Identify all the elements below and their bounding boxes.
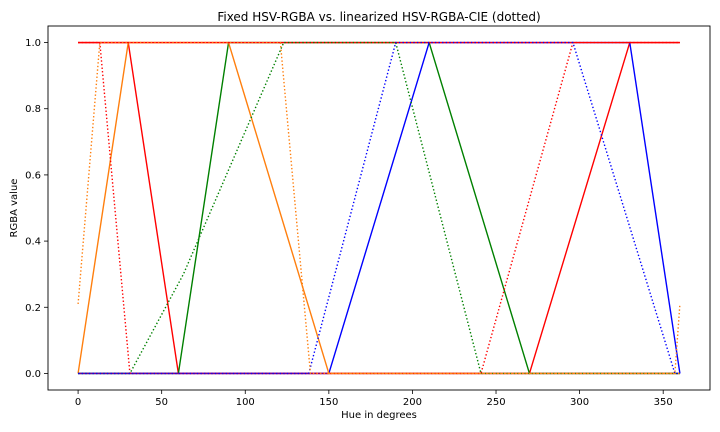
chart-title: Fixed HSV-RGBA vs. linearized HSV-RGBA-C… — [217, 10, 540, 24]
x-tick-label: 350 — [654, 397, 673, 408]
y-tick-label: 0.8 — [25, 104, 41, 115]
series-layer — [77, 41, 681, 375]
y-tick-label: 0.2 — [25, 303, 41, 314]
y-axis-ticks: 0.0 0.2 0.4 0.6 0.8 1.0 — [25, 38, 48, 380]
x-tick-label: 0 — [75, 397, 81, 408]
series-line-2-solid — [78, 41, 681, 375]
y-tick-label: 0.0 — [25, 369, 41, 380]
y-tick-label: 0.4 — [25, 237, 41, 248]
x-tick-label: 150 — [319, 397, 338, 408]
x-axis-label: Hue in degrees — [341, 410, 417, 421]
y-axis-label: RGBA value — [9, 179, 20, 238]
x-tick-label: 300 — [570, 397, 589, 408]
x-tick-label: 200 — [403, 397, 422, 408]
x-tick-label: 250 — [486, 397, 505, 408]
x-tick-label: 100 — [236, 397, 255, 408]
plot-area-frame — [47, 25, 711, 391]
x-axis-ticks: 0 50 100 150 200 250 300 350 — [75, 390, 673, 408]
y-tick-label: 0.6 — [25, 170, 41, 181]
series-line-9-dotted — [77, 41, 681, 375]
x-tick-label: 50 — [155, 397, 168, 408]
y-tick-label: 1.0 — [25, 38, 41, 49]
